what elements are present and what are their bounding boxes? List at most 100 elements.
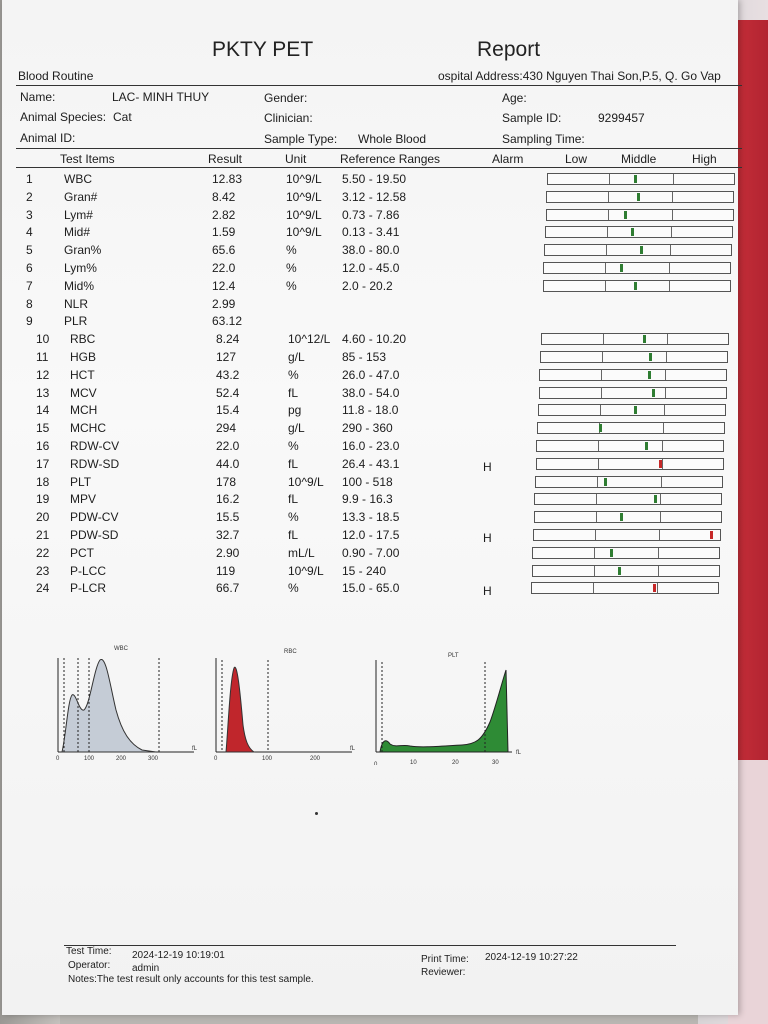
reviewer-label: Reviewer:: [421, 966, 465, 980]
row-number: 21: [36, 528, 49, 542]
row-number: 6: [26, 261, 33, 275]
row-item: Mid%: [64, 279, 94, 293]
row-number: 16: [36, 439, 49, 453]
test-time-value: 2024-12-19 10:19:01: [132, 949, 225, 963]
row-reference: 3.12 - 12.58: [342, 190, 406, 204]
row-reference: 11.8 - 18.0: [342, 403, 398, 417]
range-bar: [543, 262, 731, 274]
row-item: MPV: [70, 492, 96, 506]
range-marker: [634, 282, 637, 290]
row-reference: 5.50 - 19.50: [342, 172, 406, 186]
row-item: Gran%: [64, 243, 101, 257]
range-marker: [643, 335, 646, 343]
row-unit: 10^12/L: [288, 332, 330, 346]
plt-histogram: PLT 0 10 20 30 fL: [372, 640, 532, 765]
row-item: MCH: [70, 403, 97, 417]
row-item: PLR: [64, 314, 87, 328]
row-number: 11: [36, 350, 48, 364]
clinician-label: Clinician:: [264, 111, 313, 125]
row-unit: %: [288, 510, 299, 524]
row-unit: g/L: [288, 350, 305, 364]
row-reference: 38.0 - 54.0: [342, 386, 399, 400]
row-alarm: H: [483, 584, 492, 598]
row-number: 4: [26, 225, 33, 239]
range-bar: [535, 476, 723, 488]
range-bar: [543, 280, 731, 292]
row-unit: pg: [288, 403, 301, 417]
row-reference: 26.4 - 43.1: [342, 457, 399, 471]
row-number: 7: [26, 279, 33, 293]
row-unit: %: [286, 243, 297, 257]
row-result: 178: [216, 475, 236, 489]
row-item: P-LCC: [70, 564, 106, 578]
range-marker: [659, 460, 662, 468]
svg-text:20: 20: [452, 760, 459, 765]
row-reference: 12.0 - 17.5: [342, 528, 399, 542]
sampling-time-label: Sampling Time:: [502, 132, 585, 146]
row-reference: 15.0 - 65.0: [342, 581, 399, 595]
row-unit: fL: [288, 492, 298, 506]
range-marker: [710, 531, 713, 539]
table-header-divider: [16, 167, 742, 168]
row-number: 17: [36, 457, 49, 471]
row-item: P-LCR: [70, 581, 106, 595]
col-alarm: Alarm: [492, 152, 523, 166]
sample-id-value: 9299457: [598, 111, 645, 125]
row-number: 22: [36, 546, 49, 560]
row-item: Gran#: [64, 190, 97, 204]
row-unit: mL/L: [288, 546, 315, 560]
range-bar: [541, 333, 729, 345]
row-number: 8: [26, 297, 33, 311]
row-result: 127: [216, 350, 236, 364]
row-unit: %: [288, 581, 299, 595]
col-unit: Unit: [285, 152, 306, 166]
svg-text:fL: fL: [192, 746, 198, 752]
row-number: 24: [36, 581, 49, 595]
row-result: 119: [216, 564, 235, 578]
print-time-label: Print Time:: [421, 953, 469, 967]
row-reference: 12.0 - 45.0: [342, 261, 399, 275]
row-number: 5: [26, 243, 33, 257]
row-item: RDW-CV: [70, 439, 119, 453]
row-unit: %: [288, 368, 299, 382]
row-item: Lym#: [64, 208, 93, 222]
section-title: Blood Routine: [18, 69, 93, 83]
row-item: HCT: [70, 368, 95, 382]
svg-text:30: 30: [492, 760, 499, 765]
row-number: 12: [36, 368, 49, 382]
svg-text:10: 10: [410, 760, 417, 765]
row-unit: 10^9/L: [286, 208, 322, 222]
species-label: Animal Species:: [20, 110, 106, 124]
rbc-histogram: RBC 0 100 200 fL: [212, 640, 362, 765]
row-unit: fL: [288, 457, 298, 471]
row-unit: g/L: [288, 421, 305, 435]
range-marker: [620, 264, 623, 272]
gender-label: Gender:: [264, 91, 307, 105]
svg-text:0: 0: [214, 756, 218, 762]
row-alarm: H: [483, 460, 492, 474]
col-low: Low: [565, 152, 587, 166]
row-unit: %: [286, 279, 297, 293]
row-result: 52.4: [216, 386, 239, 400]
row-item: WBC: [64, 172, 92, 186]
hospital-address: ospital Address:430 Nguyen Thai Son,P.5,…: [438, 69, 721, 83]
species-value: Cat: [113, 110, 132, 124]
range-marker: [640, 246, 643, 254]
row-item: RBC: [70, 332, 95, 346]
range-marker: [631, 228, 634, 236]
range-bar: [546, 191, 734, 203]
range-bar: [533, 529, 721, 541]
plt-hist-label: PLT: [448, 653, 459, 659]
row-item: NLR: [64, 297, 88, 311]
row-result: 63.12: [212, 314, 242, 328]
col-middle: Middle: [621, 152, 656, 166]
row-alarm: H: [483, 531, 492, 545]
test-time-label: Test Time:: [66, 945, 112, 959]
row-number: 14: [36, 403, 49, 417]
range-bar: [536, 440, 724, 452]
report-title: PKTY PET: [212, 38, 313, 62]
print-time-value: 2024-12-19 10:27:22: [485, 951, 578, 965]
range-marker: [624, 211, 627, 219]
row-unit: fL: [288, 386, 298, 400]
wbc-hist-label: WBC: [114, 646, 129, 652]
